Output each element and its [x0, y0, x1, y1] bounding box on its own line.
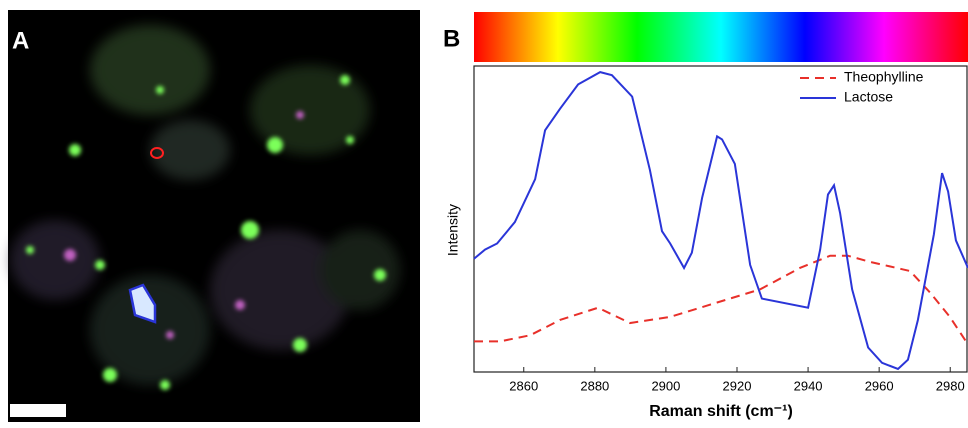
x-tick-label: 2920 [723, 378, 752, 393]
x-tick-label: 2980 [936, 378, 965, 393]
x-tick-label: 2960 [865, 378, 894, 393]
series-line [474, 254, 968, 346]
panel-label: A [12, 27, 29, 54]
panel-label: B [443, 25, 460, 52]
y-axis-label: Intensity [445, 204, 461, 256]
series-line [473, 71, 968, 371]
x-tick-label: 2900 [651, 378, 680, 393]
x-axis-label: Raman shift (cm⁻¹) [649, 403, 793, 420]
color-bar [474, 12, 968, 62]
plot-frame [473, 65, 968, 373]
x-tick-label: 2940 [794, 378, 823, 393]
legend-label: Theophylline [844, 69, 924, 85]
x-tick-label: 2860 [509, 378, 538, 393]
x-tick-label: 2880 [580, 378, 609, 393]
micrograph [8, 10, 420, 422]
legend-label: Lactose [844, 89, 893, 105]
